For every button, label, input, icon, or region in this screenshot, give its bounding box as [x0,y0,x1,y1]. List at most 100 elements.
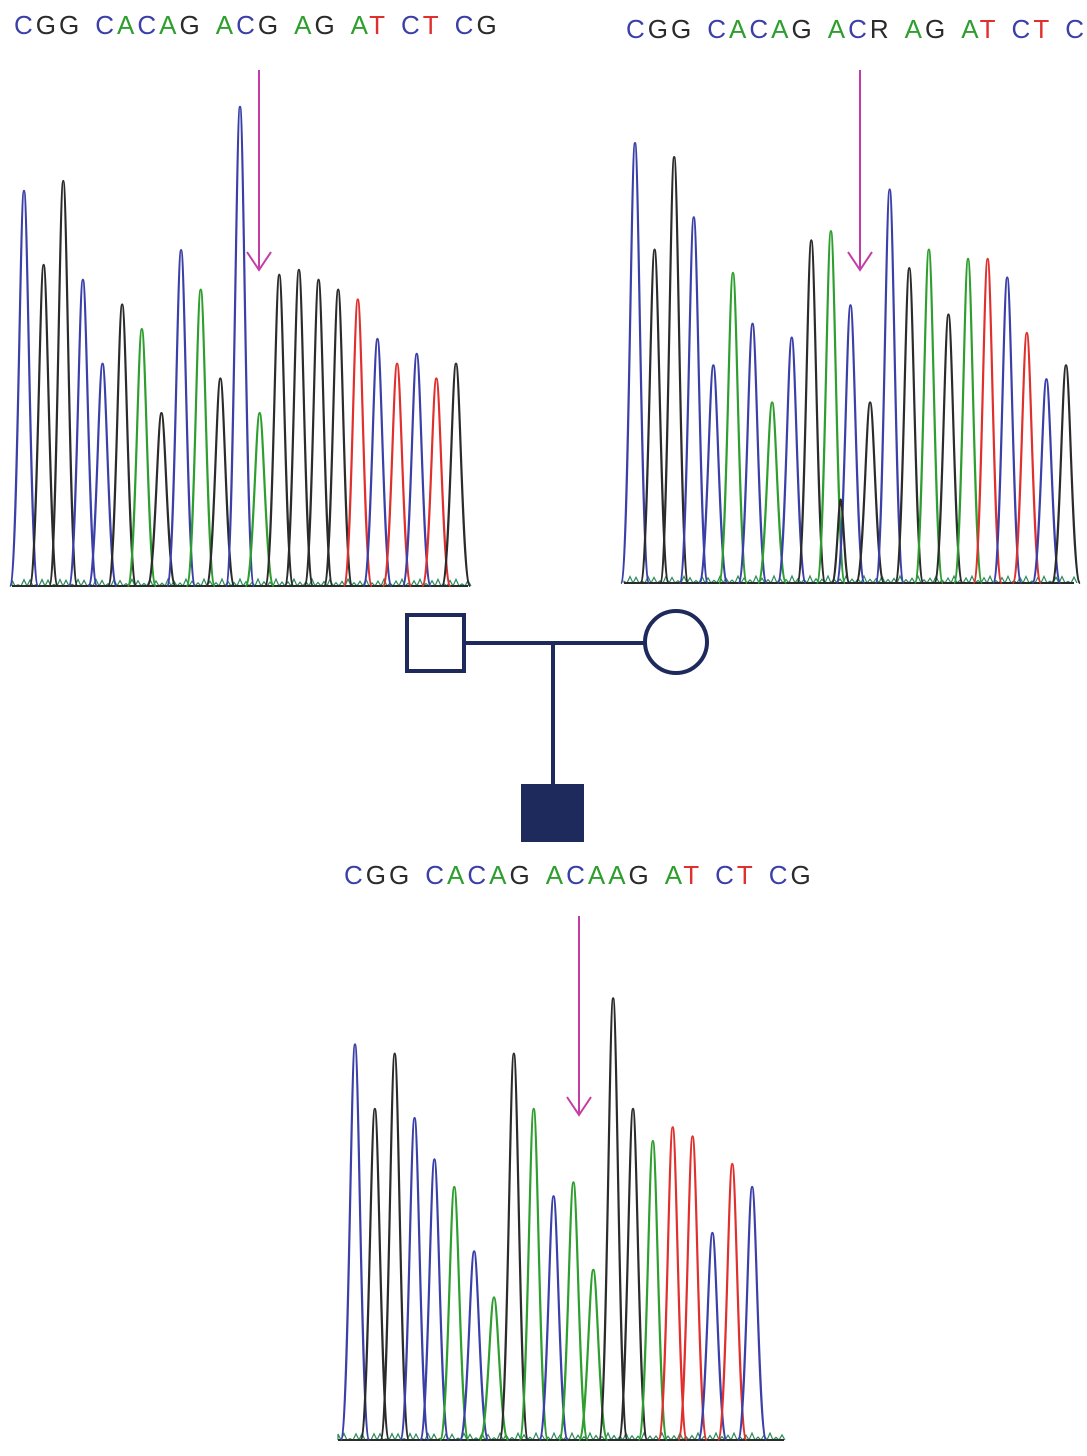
base-call-letter: C [344,860,363,890]
base-call-letter: T [737,860,753,890]
trace-peak-G [796,239,827,585]
father-variant-arrowhead [246,251,272,272]
trace-peak-G [48,179,79,588]
trace-peak-C [399,1116,430,1442]
trace-peak-C [87,362,118,588]
trace-peak-G [303,278,334,588]
trace-peak-T [716,1162,748,1442]
trace-peak-G [894,267,925,585]
base-call-letter: C [848,14,867,44]
trace-peak-G [106,303,138,588]
base-call-letter: T [369,10,385,40]
base-call-letter: G [366,860,386,890]
trace-peak-C [992,276,1023,585]
base-call-letter: G [314,10,334,40]
base-call-letter: G [648,14,668,44]
trace-peak-T [342,298,374,588]
base-call-letter: C [95,10,114,40]
trace-peak-A [577,1268,609,1442]
trace-peak-C [339,1043,371,1442]
trace-peak-C [835,304,866,585]
trace-peak-G [498,1052,530,1442]
trace-peak-C [697,1231,728,1442]
trace-peak-C [776,336,807,585]
trace-peak-C [458,1250,490,1442]
base-call-letter: A [294,10,312,40]
trace-peak-C [874,188,905,585]
father-unaffected-male-symbol [405,613,466,673]
base-call-letter: A [216,10,234,40]
base-call-letter: G [791,860,811,890]
trace-peak-C [538,1195,569,1442]
base-call-letter: G [925,14,945,44]
base-call-letter: G [792,14,812,44]
base-call-letter: R [870,14,889,44]
trace-peak-G [283,268,315,588]
trace-peak-T [972,257,1003,585]
base-call-letter: C [236,10,255,40]
trace-peak-T [421,377,452,588]
base-call-letter: G [258,10,278,40]
trace-peak-C [1031,378,1062,585]
trace-peak-A [244,411,275,588]
trace-peak-G [379,1052,411,1442]
base-call-letter: G [36,10,56,40]
trace-peak-A [558,1181,589,1442]
baseline-noise [623,574,1078,585]
base-call-letter: C [14,10,33,40]
base-call-letter: A [588,860,606,890]
base-call-letter: G [59,10,79,40]
trace-peak-C [67,278,99,588]
trace-peak-C [362,337,393,588]
mother-panel: CGGCACAGACRAGATCTCG [619,14,1087,585]
trace-peak-A [913,248,945,585]
base-call-letter: T [1033,14,1049,44]
trace-peak-A [518,1107,550,1442]
trace-peak-G [440,362,472,588]
base-call-letter: G [180,10,200,40]
trace-peak-A [815,230,847,585]
base-call-letter: A [351,10,369,40]
base-call-letter: A [729,14,747,44]
mother-trace [619,142,1082,585]
trace-peak-G [28,263,59,588]
base-call-letter: A [771,14,789,44]
mother-unaffected-female-symbol [643,609,709,675]
base-call-letter: C [137,10,156,40]
trace-peak-G [322,288,354,588]
trace-peak-C [737,322,768,585]
base-call-letter: T [980,14,996,44]
baseline-noise [11,577,472,588]
base-call-letter: T [423,10,439,40]
base-call-letter: A [828,14,846,44]
trace-peak-T [657,1126,689,1442]
base-call-letter: A [159,10,177,40]
base-call-letter: C [749,14,768,44]
trace-peak-G [359,1107,391,1442]
proband-variant-arrowhead [566,1096,592,1117]
base-call-letter: A [905,14,923,44]
pedigree [405,609,709,842]
base-call-letter: G [510,860,530,890]
trace-peak-G [205,377,236,588]
trace-peak-G [264,273,295,588]
trace-peak-A [717,271,749,585]
trace-peak-G [854,401,886,585]
mother-variant-arrowhead [847,251,873,272]
mother-sequence-label: CGGCACAGACRAGATCTCG [626,14,1087,44]
trace-peak-C [736,1185,768,1442]
trace-peak-C [224,105,256,588]
trace-peak-C [678,216,709,585]
base-call-letter: G [389,860,409,890]
base-call-letter: A [447,860,465,890]
base-call-letter: A [117,10,135,40]
trace-peak-T [1011,331,1042,585]
trace-peak-G [1050,364,1082,585]
base-call-letter: C [566,860,585,890]
trace-peak-G [597,997,629,1442]
trace-peak-T [677,1135,708,1442]
